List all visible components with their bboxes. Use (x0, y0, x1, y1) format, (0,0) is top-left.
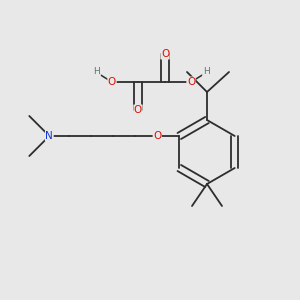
Text: O: O (161, 49, 169, 59)
Text: O: O (187, 77, 195, 87)
Text: H: H (202, 68, 209, 76)
Text: H: H (94, 68, 100, 76)
Text: O: O (134, 105, 142, 115)
Text: O: O (108, 77, 116, 87)
Text: O: O (153, 131, 161, 141)
Text: N: N (45, 131, 53, 141)
